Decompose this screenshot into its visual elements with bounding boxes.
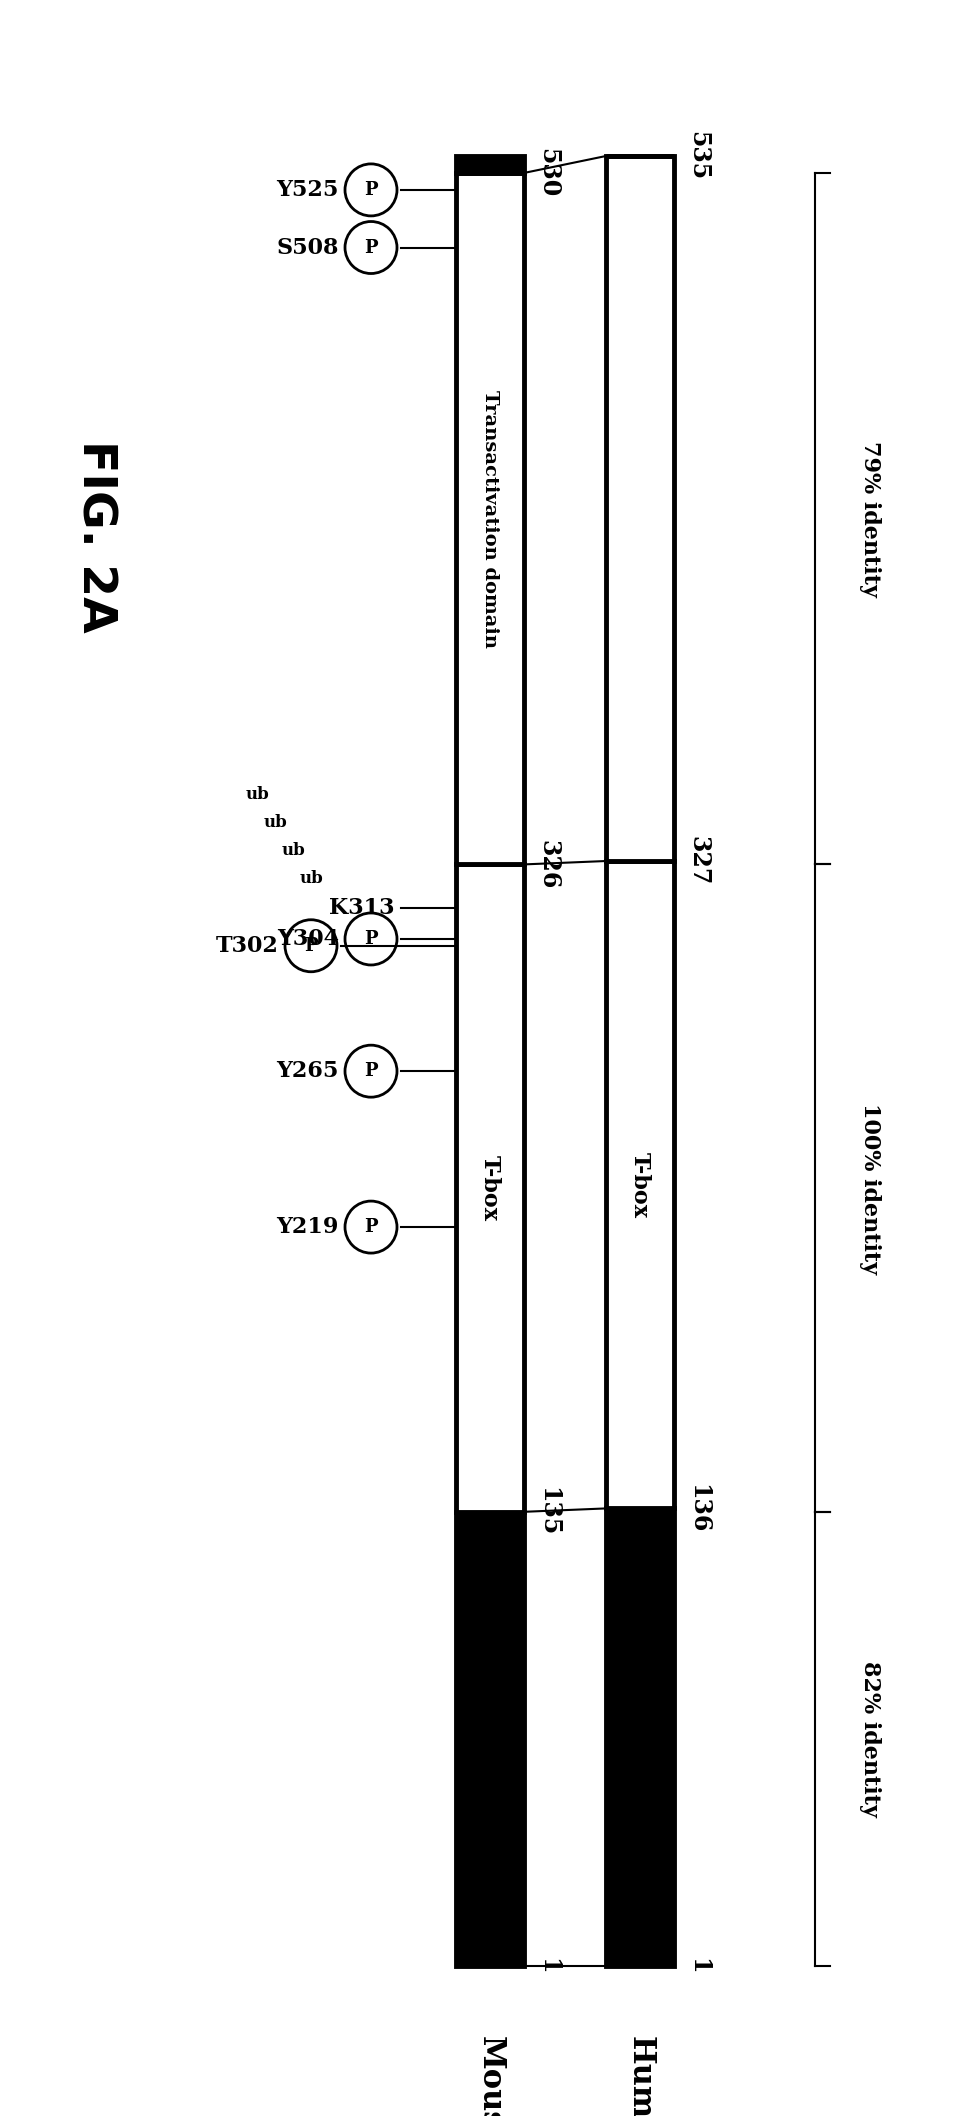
Text: FIG. 2A: FIG. 2A: [73, 440, 117, 633]
Text: 135: 135: [536, 1488, 560, 1536]
Bar: [456, 865, 524, 1511]
Text: P: P: [304, 937, 318, 954]
Text: Y525: Y525: [277, 180, 339, 201]
Text: P: P: [364, 1062, 378, 1079]
Text: T302: T302: [217, 935, 279, 956]
Text: 79% identity: 79% identity: [859, 440, 881, 597]
Text: S508: S508: [277, 237, 339, 258]
Text: K313: K313: [329, 897, 395, 920]
Text: ub: ub: [299, 870, 323, 887]
Text: 1: 1: [536, 1957, 560, 1974]
Bar: [606, 1509, 674, 1966]
Bar: [456, 174, 524, 865]
Text: 535: 535: [686, 131, 710, 180]
Text: P: P: [364, 929, 378, 948]
Text: ub: ub: [282, 842, 305, 859]
Text: 82% identity: 82% identity: [859, 1661, 881, 1818]
Text: ub: ub: [263, 815, 286, 832]
Text: 136: 136: [686, 1483, 710, 1534]
Text: T-box: T-box: [479, 1155, 501, 1221]
Bar: [606, 861, 674, 1509]
Text: T-box: T-box: [629, 1151, 651, 1217]
Text: ub: ub: [245, 785, 269, 802]
Text: Mouse: Mouse: [475, 2036, 506, 2116]
Text: 326: 326: [536, 840, 560, 889]
Text: Human: Human: [624, 2036, 655, 2116]
Text: Y265: Y265: [277, 1060, 339, 1081]
Text: Y219: Y219: [277, 1217, 339, 1238]
Bar: [456, 1511, 524, 1966]
Text: 327: 327: [686, 836, 710, 887]
Bar: [456, 157, 524, 174]
Text: P: P: [364, 239, 378, 256]
Bar: [606, 157, 674, 861]
Text: 1: 1: [686, 1957, 710, 1974]
Text: 100% identity: 100% identity: [859, 1102, 881, 1274]
Text: P: P: [364, 180, 378, 199]
Text: Y304: Y304: [277, 929, 339, 950]
Text: 530: 530: [536, 148, 560, 197]
Text: P: P: [364, 1219, 378, 1236]
Text: Transactivation domain: Transactivation domain: [481, 389, 499, 647]
